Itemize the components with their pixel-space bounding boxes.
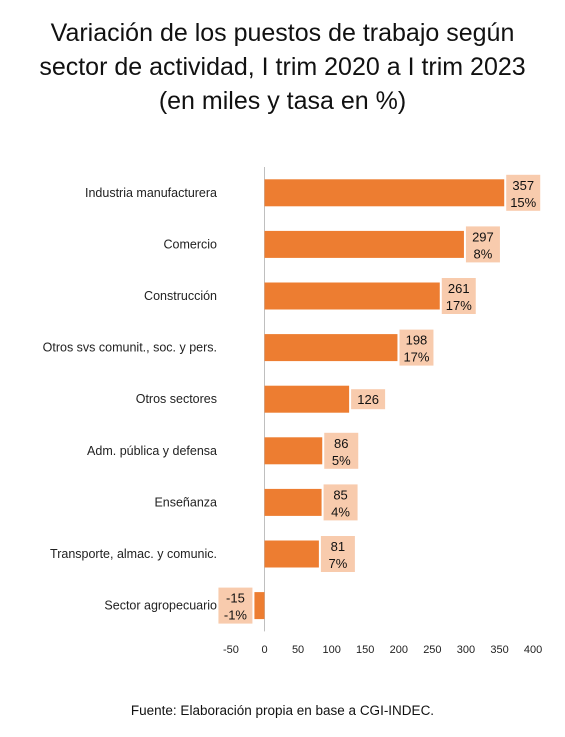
x-tick-label-2: 50: [292, 644, 304, 656]
data-label-value-2: 261: [448, 281, 470, 296]
x-tick-label-1: 0: [261, 644, 267, 656]
category-label-5: Adm. pública y defensa: [87, 444, 217, 458]
bar-8: [254, 592, 265, 620]
bar-6: [264, 488, 322, 516]
data-label-box-2: [441, 278, 476, 314]
category-label-4: Otros sectores: [136, 392, 217, 406]
data-label-rate-6: 4%: [331, 504, 350, 519]
data-label-rate-5: 5%: [332, 453, 351, 468]
category-label-2: Construcción: [144, 289, 217, 303]
data-label-value-1: 297: [472, 229, 494, 244]
data-label-rate-0: 15%: [510, 195, 536, 210]
data-label-value-4: 126: [357, 392, 379, 407]
data-label-rate-7: 7%: [328, 556, 347, 571]
bar-7: [264, 540, 319, 568]
data-label-value-8: -15: [226, 591, 245, 606]
data-label-box-0: [506, 174, 541, 211]
data-label-rate-3: 17%: [403, 350, 429, 365]
data-label-rate-1: 8%: [474, 246, 493, 261]
data-label-value-7: 81: [331, 539, 345, 554]
category-label-6: Enseñanza: [154, 495, 217, 509]
bar-5: [264, 437, 323, 465]
data-label-value-6: 85: [333, 487, 347, 502]
category-label-8: Sector agropecuario: [104, 599, 217, 613]
x-tick-label-7: 300: [457, 644, 475, 656]
bar-4: [264, 385, 350, 413]
x-tick-label-4: 150: [356, 644, 374, 656]
source-note: Fuente: Elaboración propia en base a CGI…: [130, 703, 435, 718]
bar-1: [264, 230, 464, 258]
data-label-box-8: [218, 587, 253, 624]
data-label-rate-2: 17%: [446, 298, 472, 313]
bar-3: [264, 334, 398, 362]
data-label-box-7: [320, 536, 355, 572]
category-label-0: Industria manufacturera: [85, 186, 217, 200]
data-label-value-5: 86: [334, 436, 348, 451]
title-line-1: Variación de los puestos de trabajo segú…: [50, 19, 515, 47]
data-label-box-3: [399, 329, 434, 366]
x-tick-label-5: 200: [390, 644, 408, 656]
title-line-3: (en miles y tasa en %): [158, 87, 407, 115]
x-tick-label-3: 100: [322, 644, 340, 656]
data-label-box-4: [351, 389, 386, 410]
data-label-value-3: 198: [406, 333, 428, 348]
data-label-box-5: [324, 432, 359, 469]
category-label-3: Otros svs comunit., soc. y pers.: [43, 341, 217, 355]
bar-2: [264, 282, 440, 310]
data-label-box-1: [465, 226, 500, 263]
category-label-1: Comercio: [164, 237, 218, 251]
x-tick-label-9: 400: [524, 644, 542, 656]
x-tick-label-0: -50: [223, 644, 239, 656]
bar-0: [264, 179, 505, 207]
category-label-7: Transporte, almac. y comunic.: [50, 547, 217, 561]
x-tick-label-6: 250: [423, 644, 441, 656]
title-line-2: sector de actividad, I trim 2020 a I tri…: [39, 53, 526, 81]
data-label-box-6: [323, 484, 358, 521]
chart-title: Variación de los puestos de trabajo segú…: [0, 16, 565, 118]
x-tick-label-8: 350: [490, 644, 508, 656]
data-label-rate-8: -1%: [224, 608, 248, 623]
data-label-value-0: 357: [512, 178, 534, 193]
